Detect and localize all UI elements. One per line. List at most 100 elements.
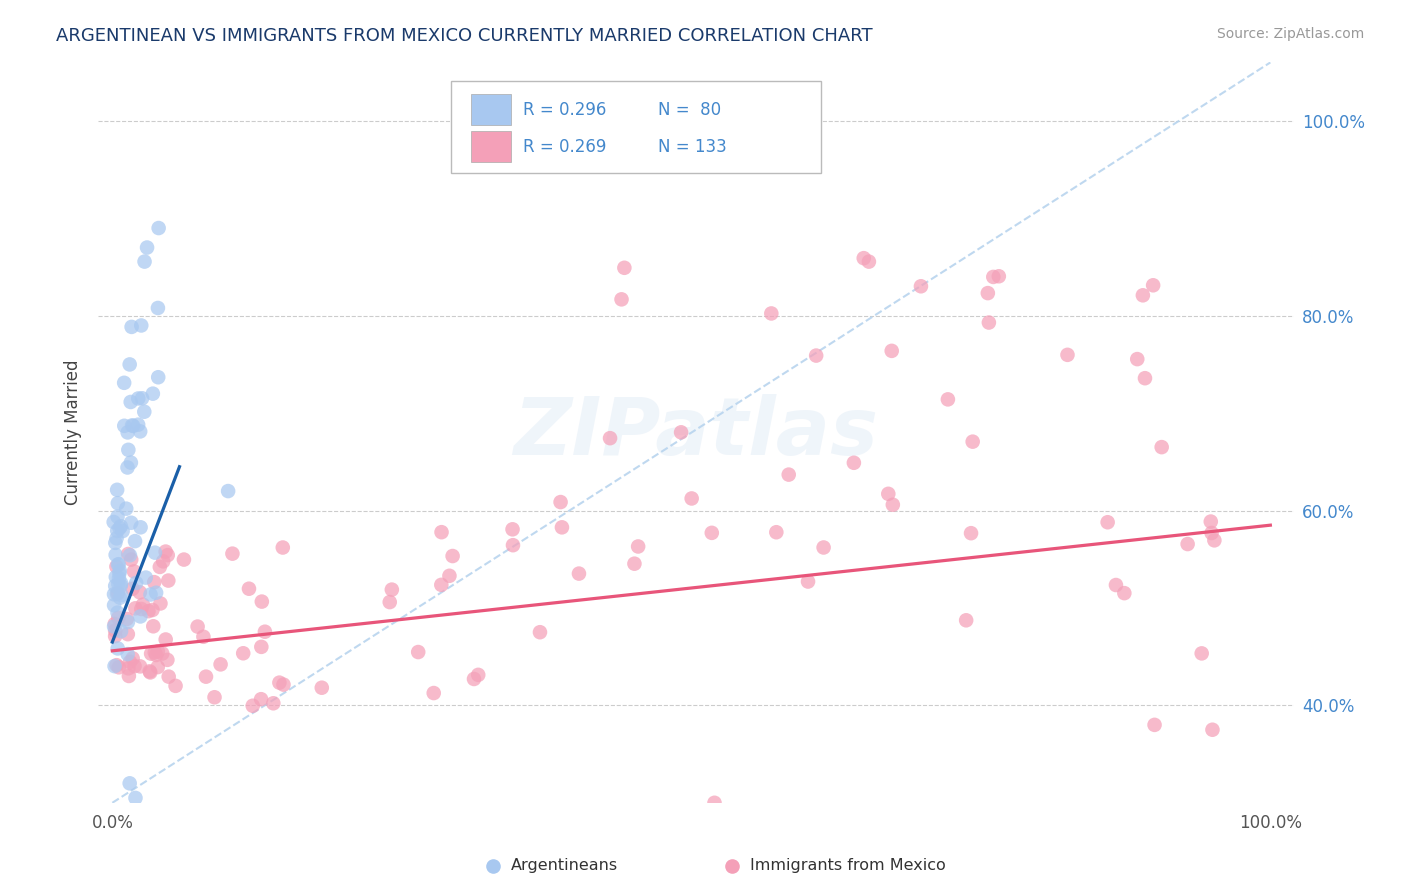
Y-axis label: Currently Married: Currently Married bbox=[65, 359, 83, 506]
Point bbox=[129, 609, 152, 624]
Point bbox=[1143, 718, 1166, 732]
Point bbox=[156, 548, 179, 562]
Point bbox=[122, 418, 145, 433]
Point bbox=[238, 582, 260, 596]
Point bbox=[145, 648, 167, 662]
FancyBboxPatch shape bbox=[471, 131, 510, 162]
Point bbox=[103, 659, 125, 673]
Point bbox=[117, 627, 139, 641]
Point bbox=[110, 624, 132, 639]
Point bbox=[104, 617, 127, 632]
Point bbox=[797, 574, 820, 589]
Point bbox=[148, 221, 170, 235]
Point bbox=[112, 418, 135, 433]
Point bbox=[858, 254, 880, 268]
Point bbox=[111, 524, 134, 538]
Point bbox=[108, 521, 131, 535]
Point bbox=[146, 301, 169, 315]
Point bbox=[1177, 537, 1199, 551]
Point bbox=[613, 260, 636, 275]
Point bbox=[1105, 578, 1128, 592]
Point bbox=[107, 586, 129, 600]
Point bbox=[195, 670, 218, 684]
Point bbox=[120, 552, 142, 566]
Point bbox=[269, 675, 291, 690]
Point bbox=[406, 645, 429, 659]
Point bbox=[103, 599, 125, 613]
Point bbox=[681, 491, 703, 506]
Point bbox=[105, 587, 128, 601]
Point bbox=[141, 603, 163, 617]
Point bbox=[962, 434, 984, 449]
Point bbox=[1132, 288, 1154, 302]
Point bbox=[117, 460, 139, 475]
Point bbox=[467, 668, 489, 682]
Point bbox=[700, 525, 723, 540]
Point bbox=[1199, 515, 1222, 529]
Point bbox=[165, 679, 187, 693]
Point bbox=[138, 604, 160, 618]
Point bbox=[977, 286, 1000, 301]
Point bbox=[378, 595, 401, 609]
Point bbox=[149, 560, 172, 574]
Point bbox=[669, 425, 692, 440]
Point bbox=[131, 391, 153, 405]
Point bbox=[204, 690, 226, 705]
Point bbox=[104, 536, 127, 550]
Point bbox=[121, 418, 143, 433]
Point bbox=[105, 483, 128, 497]
Point bbox=[134, 405, 156, 419]
Point bbox=[129, 520, 152, 534]
Point bbox=[105, 658, 128, 673]
Point bbox=[108, 660, 131, 674]
Text: Immigrants from Mexico: Immigrants from Mexico bbox=[749, 858, 945, 873]
Point bbox=[221, 547, 243, 561]
Point bbox=[121, 319, 143, 334]
Text: N =  80: N = 80 bbox=[658, 101, 721, 119]
Point bbox=[173, 552, 195, 566]
Point bbox=[250, 594, 273, 608]
Point bbox=[103, 587, 125, 601]
Point bbox=[104, 579, 127, 593]
Point bbox=[1097, 515, 1119, 529]
Point bbox=[121, 582, 143, 596]
Point bbox=[502, 522, 524, 536]
FancyBboxPatch shape bbox=[471, 95, 510, 126]
Point bbox=[703, 796, 725, 810]
Point bbox=[1191, 646, 1213, 660]
Point bbox=[193, 630, 215, 644]
Point bbox=[187, 619, 209, 633]
Point bbox=[599, 431, 621, 445]
Point bbox=[120, 516, 142, 530]
Point bbox=[143, 575, 166, 590]
Point bbox=[273, 677, 295, 691]
Point bbox=[117, 547, 139, 561]
Point bbox=[127, 392, 149, 406]
Point bbox=[118, 548, 141, 562]
FancyBboxPatch shape bbox=[451, 81, 821, 173]
Point bbox=[129, 425, 152, 439]
Point bbox=[139, 587, 162, 601]
Point bbox=[125, 575, 148, 590]
Point bbox=[121, 651, 143, 665]
Point bbox=[882, 498, 904, 512]
Point bbox=[142, 619, 165, 633]
Point bbox=[209, 657, 232, 672]
Point bbox=[143, 546, 166, 560]
Text: ARGENTINEAN VS IMMIGRANTS FROM MEXICO CURRENTLY MARRIED CORRELATION CHART: ARGENTINEAN VS IMMIGRANTS FROM MEXICO CU… bbox=[56, 27, 873, 45]
Point bbox=[124, 659, 146, 673]
Point bbox=[104, 629, 127, 643]
Point bbox=[157, 670, 180, 684]
Point bbox=[262, 696, 284, 710]
Point bbox=[146, 660, 169, 674]
Point bbox=[110, 588, 132, 602]
Point bbox=[132, 598, 155, 612]
Point bbox=[765, 525, 787, 540]
Point bbox=[115, 612, 138, 626]
Point bbox=[120, 456, 142, 470]
Point bbox=[110, 576, 132, 591]
Point bbox=[623, 557, 645, 571]
Point bbox=[987, 269, 1010, 284]
Point bbox=[150, 647, 173, 661]
Point bbox=[107, 641, 129, 656]
